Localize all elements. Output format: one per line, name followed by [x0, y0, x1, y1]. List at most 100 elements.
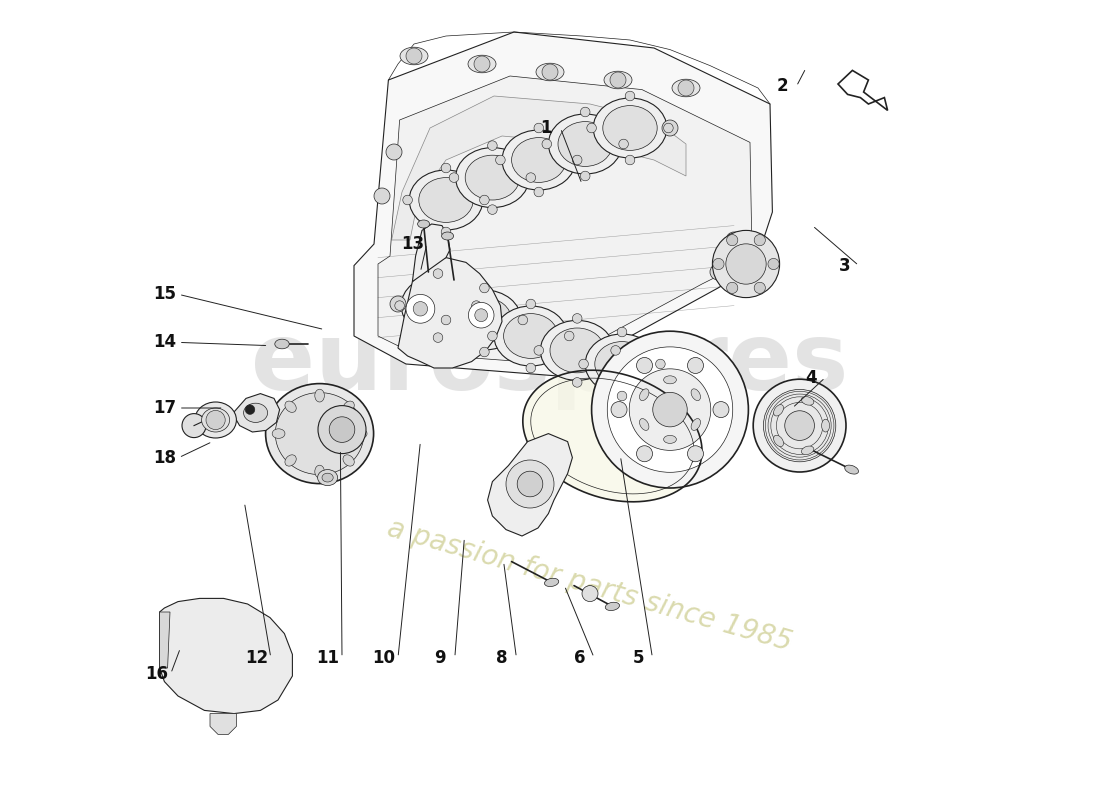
Ellipse shape [663, 435, 676, 443]
Ellipse shape [822, 419, 829, 432]
Ellipse shape [544, 578, 559, 586]
Circle shape [713, 402, 729, 418]
Circle shape [586, 123, 596, 133]
Circle shape [768, 258, 779, 270]
Circle shape [182, 414, 206, 438]
Text: 10: 10 [372, 649, 395, 666]
Ellipse shape [343, 401, 354, 412]
Circle shape [713, 230, 780, 298]
Circle shape [754, 379, 846, 472]
Polygon shape [392, 96, 686, 240]
Circle shape [474, 56, 490, 72]
Circle shape [475, 309, 487, 322]
Circle shape [487, 141, 497, 150]
Circle shape [572, 155, 582, 165]
Ellipse shape [410, 283, 465, 328]
Ellipse shape [691, 418, 701, 430]
Ellipse shape [550, 328, 604, 373]
Circle shape [678, 80, 694, 96]
Text: 8: 8 [496, 649, 508, 666]
Text: 13: 13 [400, 235, 424, 253]
Circle shape [592, 331, 748, 488]
Circle shape [374, 188, 390, 204]
Ellipse shape [639, 389, 649, 401]
Circle shape [318, 406, 366, 454]
Ellipse shape [595, 342, 649, 386]
Circle shape [656, 359, 666, 369]
Ellipse shape [195, 402, 236, 438]
Circle shape [517, 471, 542, 497]
Circle shape [433, 269, 443, 278]
Ellipse shape [455, 147, 529, 208]
Circle shape [572, 378, 582, 387]
Circle shape [625, 91, 635, 101]
Text: 4: 4 [805, 369, 816, 386]
Circle shape [663, 123, 673, 133]
Circle shape [487, 331, 497, 341]
Circle shape [441, 163, 451, 173]
Circle shape [469, 302, 494, 328]
Polygon shape [522, 370, 702, 502]
Circle shape [487, 205, 497, 214]
Text: a passion for parts since 1985: a passion for parts since 1985 [384, 514, 795, 657]
Ellipse shape [672, 79, 700, 97]
Ellipse shape [315, 465, 324, 478]
Circle shape [617, 327, 627, 337]
Text: 17: 17 [153, 399, 176, 417]
Circle shape [710, 264, 726, 280]
Polygon shape [210, 714, 236, 734]
Polygon shape [487, 434, 572, 536]
Circle shape [506, 460, 554, 508]
Circle shape [637, 358, 652, 374]
Circle shape [542, 64, 558, 80]
Circle shape [414, 302, 428, 316]
Circle shape [329, 417, 355, 442]
Text: 16: 16 [145, 665, 168, 682]
Circle shape [399, 334, 412, 346]
Circle shape [441, 227, 451, 237]
Circle shape [526, 363, 536, 373]
Ellipse shape [593, 98, 667, 158]
Ellipse shape [558, 122, 613, 166]
Polygon shape [234, 394, 279, 432]
Circle shape [617, 391, 627, 401]
Ellipse shape [265, 383, 374, 483]
Ellipse shape [318, 470, 338, 486]
Circle shape [534, 187, 543, 197]
Circle shape [480, 347, 490, 357]
Circle shape [688, 446, 704, 462]
Polygon shape [412, 224, 450, 282]
Ellipse shape [494, 306, 568, 366]
Circle shape [390, 296, 406, 312]
Circle shape [726, 244, 767, 284]
Ellipse shape [285, 455, 296, 466]
Circle shape [581, 107, 590, 117]
Circle shape [518, 315, 528, 325]
Circle shape [526, 173, 536, 182]
Ellipse shape [458, 298, 512, 342]
Circle shape [610, 402, 627, 418]
Circle shape [386, 144, 402, 160]
Ellipse shape [603, 106, 657, 150]
Text: 5: 5 [632, 649, 644, 666]
Circle shape [564, 331, 574, 341]
Circle shape [610, 72, 626, 88]
Ellipse shape [639, 418, 649, 430]
Polygon shape [160, 612, 170, 668]
Ellipse shape [468, 55, 496, 73]
Polygon shape [354, 32, 772, 376]
Text: eurospares: eurospares [251, 318, 849, 410]
Ellipse shape [243, 403, 267, 422]
Ellipse shape [773, 435, 783, 446]
Circle shape [619, 139, 628, 149]
Ellipse shape [402, 275, 475, 336]
Ellipse shape [512, 138, 566, 182]
Circle shape [406, 294, 434, 323]
Circle shape [480, 283, 490, 293]
Circle shape [534, 346, 543, 355]
Ellipse shape [400, 47, 428, 65]
Circle shape [542, 139, 551, 149]
Ellipse shape [663, 376, 676, 384]
Polygon shape [398, 258, 502, 368]
Circle shape [406, 48, 422, 64]
